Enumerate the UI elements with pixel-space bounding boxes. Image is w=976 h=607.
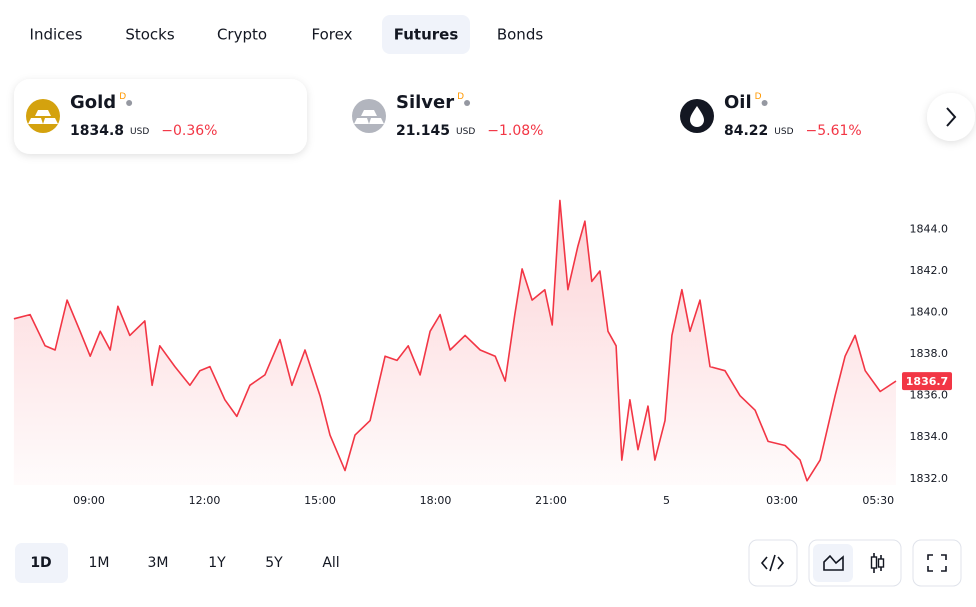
price-line: 21.145 USD −1.08% xyxy=(396,123,543,139)
y-tick-label: 1832.0 xyxy=(910,472,949,485)
x-tick-label: 03:00 xyxy=(766,494,798,507)
area-icon xyxy=(823,554,844,571)
status-dot xyxy=(464,100,471,106)
area-chart-button[interactable] xyxy=(813,544,853,582)
price-line xyxy=(13,199,897,482)
currency: USD xyxy=(456,127,475,137)
last-price-box xyxy=(902,372,952,391)
candle-body xyxy=(877,558,885,568)
status-dot xyxy=(761,100,768,106)
bars-icon xyxy=(354,110,384,124)
tab[interactable]: Stocks xyxy=(125,26,175,44)
range-button[interactable]: 1Y xyxy=(208,555,226,571)
tab[interactable]: Forex xyxy=(312,26,353,44)
chevron-icon xyxy=(946,107,957,127)
last-price-label: 1836.7 xyxy=(906,375,948,388)
price-line: 84.22 USD −5.61% xyxy=(724,123,862,139)
currency: USD xyxy=(774,127,793,137)
bars-icon xyxy=(28,110,58,124)
area-fill xyxy=(13,200,896,485)
code-icon xyxy=(760,554,785,572)
x-tick-label: 5 xyxy=(663,494,670,507)
asset-name-line: Oil D xyxy=(724,92,762,114)
asset-name-line: Silver D xyxy=(396,92,464,114)
y-tick-label: 1834.0 xyxy=(910,430,949,443)
x-tick-label: 15:00 xyxy=(304,494,336,507)
change: −1.08% xyxy=(487,123,543,139)
tab[interactable]: Futures xyxy=(394,26,459,44)
range-button[interactable]: All xyxy=(322,555,339,571)
asset-name: Oil xyxy=(724,92,752,113)
next-button[interactable] xyxy=(927,93,975,141)
y-tick-label: 1840.0 xyxy=(910,306,949,319)
x-tick-label: 09:00 xyxy=(73,494,105,507)
chart: 1832.0 1834.0 1836.0 1838.0 1840.0 1842.0 1844… xyxy=(13,199,952,507)
fullscreen-icon xyxy=(927,554,947,572)
controls xyxy=(748,539,962,587)
range-active-bg[interactable] xyxy=(15,543,68,583)
candle-body xyxy=(870,556,878,569)
price: 1834.8 xyxy=(70,123,124,139)
tab-active-bg[interactable] xyxy=(382,15,470,54)
fullscreen-button[interactable] xyxy=(912,539,962,587)
range-button[interactable]: 3M xyxy=(148,555,169,571)
x-tick-label: 12:00 xyxy=(189,494,221,507)
range-button[interactable]: 1D xyxy=(30,555,51,571)
x-tick-label: 18:00 xyxy=(420,494,452,507)
price-line: 1834.8 USD −0.36% xyxy=(70,123,217,139)
tab[interactable]: Indices xyxy=(30,26,83,44)
range-button[interactable]: 1M xyxy=(89,555,110,571)
tab[interactable]: Crypto xyxy=(217,26,267,44)
asset-name: Gold xyxy=(70,92,116,113)
price: 84.22 xyxy=(724,123,768,139)
y-tick-label: 1844.0 xyxy=(910,222,949,235)
y-tick-label: 1842.0 xyxy=(910,264,949,277)
change: −0.36% xyxy=(161,123,217,139)
y-tick-label: 1838.0 xyxy=(910,347,949,360)
tab[interactable]: Bonds xyxy=(497,26,543,44)
drop-icon xyxy=(690,106,704,127)
price: 21.145 xyxy=(396,123,450,139)
currency: USD xyxy=(130,127,149,137)
asset-name: Silver xyxy=(396,92,454,113)
asset-name-line: Gold D xyxy=(70,92,126,114)
data-flag: D xyxy=(755,92,762,102)
x-tick-label: 05:30 xyxy=(862,494,894,507)
x-tick-label: 21:00 xyxy=(535,494,567,507)
data-flag: D xyxy=(119,92,126,102)
status-dot xyxy=(126,100,133,106)
change: −5.61% xyxy=(806,123,862,139)
y-tick-label: 1836.0 xyxy=(910,389,949,402)
card-highlight xyxy=(14,79,307,154)
range-button[interactable]: 5Y xyxy=(265,555,283,571)
data-flag: D xyxy=(457,92,464,102)
